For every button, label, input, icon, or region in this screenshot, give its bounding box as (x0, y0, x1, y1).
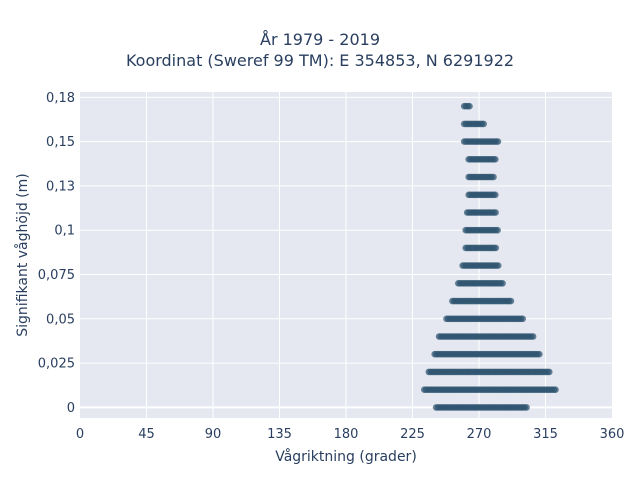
x-tick-label: 360 (600, 427, 625, 442)
y-tick-label: 0,1 (54, 224, 75, 239)
data-point (519, 315, 526, 323)
data-point (492, 209, 499, 216)
y-axis-label: Signifikant våghöjd (m) (14, 173, 31, 336)
data-point (492, 191, 499, 199)
x-tick-label: 225 (400, 427, 425, 442)
data-point (494, 226, 501, 234)
chart-title-line-1: År 1979 - 2019 (260, 30, 380, 49)
data-point (499, 280, 506, 287)
x-tick-label: 0 (76, 427, 84, 442)
y-axis-ticks: 0 0,025 0,05 0,075 0,1 0,13 0,15 0,18 (38, 91, 75, 416)
data-point (546, 368, 553, 376)
data-point (507, 297, 515, 305)
y-tick-label: 0,05 (46, 312, 75, 327)
y-tick-label: 0,18 (46, 91, 75, 106)
data-point (494, 138, 502, 145)
data-point (552, 386, 559, 394)
x-axis-ticks: 0 45 90 135 180 225 270 315 360 (76, 427, 625, 442)
data-point (480, 120, 488, 128)
data-point (536, 350, 543, 358)
chart-title-line-2: Koordinat (Sweref 99 TM): E 354853, N 62… (125, 51, 515, 70)
grid-lines (80, 92, 612, 418)
data-point (492, 156, 499, 163)
data-points (421, 102, 559, 411)
data-point (466, 102, 473, 110)
x-tick-label: 90 (205, 427, 222, 442)
x-tick-label: 270 (467, 427, 492, 442)
data-point (492, 244, 500, 252)
data-point (529, 333, 537, 340)
y-tick-label: 0,15 (46, 135, 75, 150)
y-tick-label: 0,13 (46, 179, 75, 194)
y-tick-label: 0,025 (38, 357, 75, 372)
x-tick-label: 45 (138, 427, 155, 442)
x-tick-label: 135 (267, 427, 292, 442)
y-tick-label: 0 (67, 401, 75, 416)
y-tick-label: 0,075 (38, 268, 75, 283)
data-point (494, 262, 502, 269)
data-point (490, 173, 497, 181)
x-tick-label: 315 (533, 427, 558, 442)
x-tick-label: 180 (334, 427, 359, 442)
data-point (523, 404, 530, 411)
x-axis-label: Vågriktning (grader) (275, 448, 417, 465)
